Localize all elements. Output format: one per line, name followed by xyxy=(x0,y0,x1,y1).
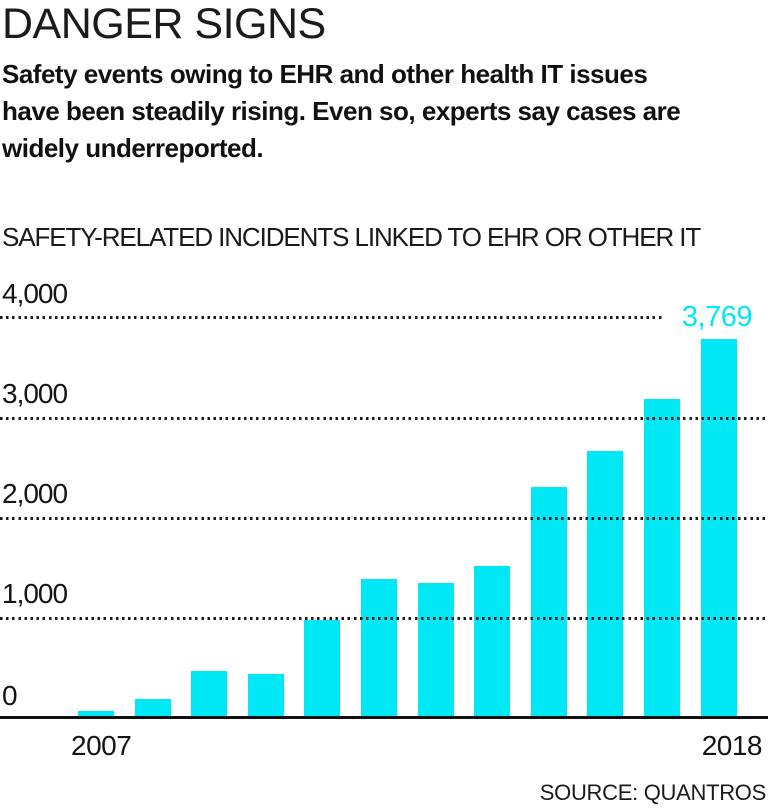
chart-title: SAFETY-RELATED INCIDENTS LINKED TO EHR O… xyxy=(2,222,701,252)
bar-2015 xyxy=(530,487,567,716)
x-tick-2018: 2018 xyxy=(701,730,763,761)
source-credit: SOURCE: QUANTROS xyxy=(539,780,767,805)
subtitle-line-2: have been steadily rising. Even so, expe… xyxy=(2,96,681,126)
gridline-1000 xyxy=(0,617,768,620)
bar-2017 xyxy=(644,399,680,716)
bar-2014 xyxy=(474,566,511,716)
subtitle-line-3: widely underreported. xyxy=(2,133,264,163)
bar-2009 xyxy=(191,671,228,716)
subtitle: Safety events owing to EHR and other hea… xyxy=(2,56,681,167)
page-title: DANGER SIGNS xyxy=(2,0,326,48)
x-tick-2007: 2007 xyxy=(71,730,132,761)
gridline-2000 xyxy=(0,517,768,520)
gridline-3000 xyxy=(0,417,768,420)
bar-2016 xyxy=(587,451,624,716)
bar-value-label-2018: 3,769 xyxy=(681,301,753,333)
bar-2018 xyxy=(700,339,737,716)
bar-2013 xyxy=(417,582,454,716)
y-tick-0: 0 xyxy=(2,680,18,711)
bar-2012 xyxy=(361,579,397,716)
y-tick-4000: 4,000 xyxy=(2,278,68,309)
y-tick-3000: 3,000 xyxy=(2,378,68,409)
bar-2010 xyxy=(247,674,284,716)
gridline-4000 xyxy=(0,316,664,319)
bar-2007 xyxy=(78,711,114,716)
x-axis-line xyxy=(0,716,768,719)
subtitle-line-1: Safety events owing to EHR and other hea… xyxy=(2,59,648,89)
bar-2011 xyxy=(304,620,341,716)
y-tick-1000: 1,000 xyxy=(2,578,68,609)
y-tick-2000: 2,000 xyxy=(2,478,68,509)
bar-2008 xyxy=(134,699,171,716)
